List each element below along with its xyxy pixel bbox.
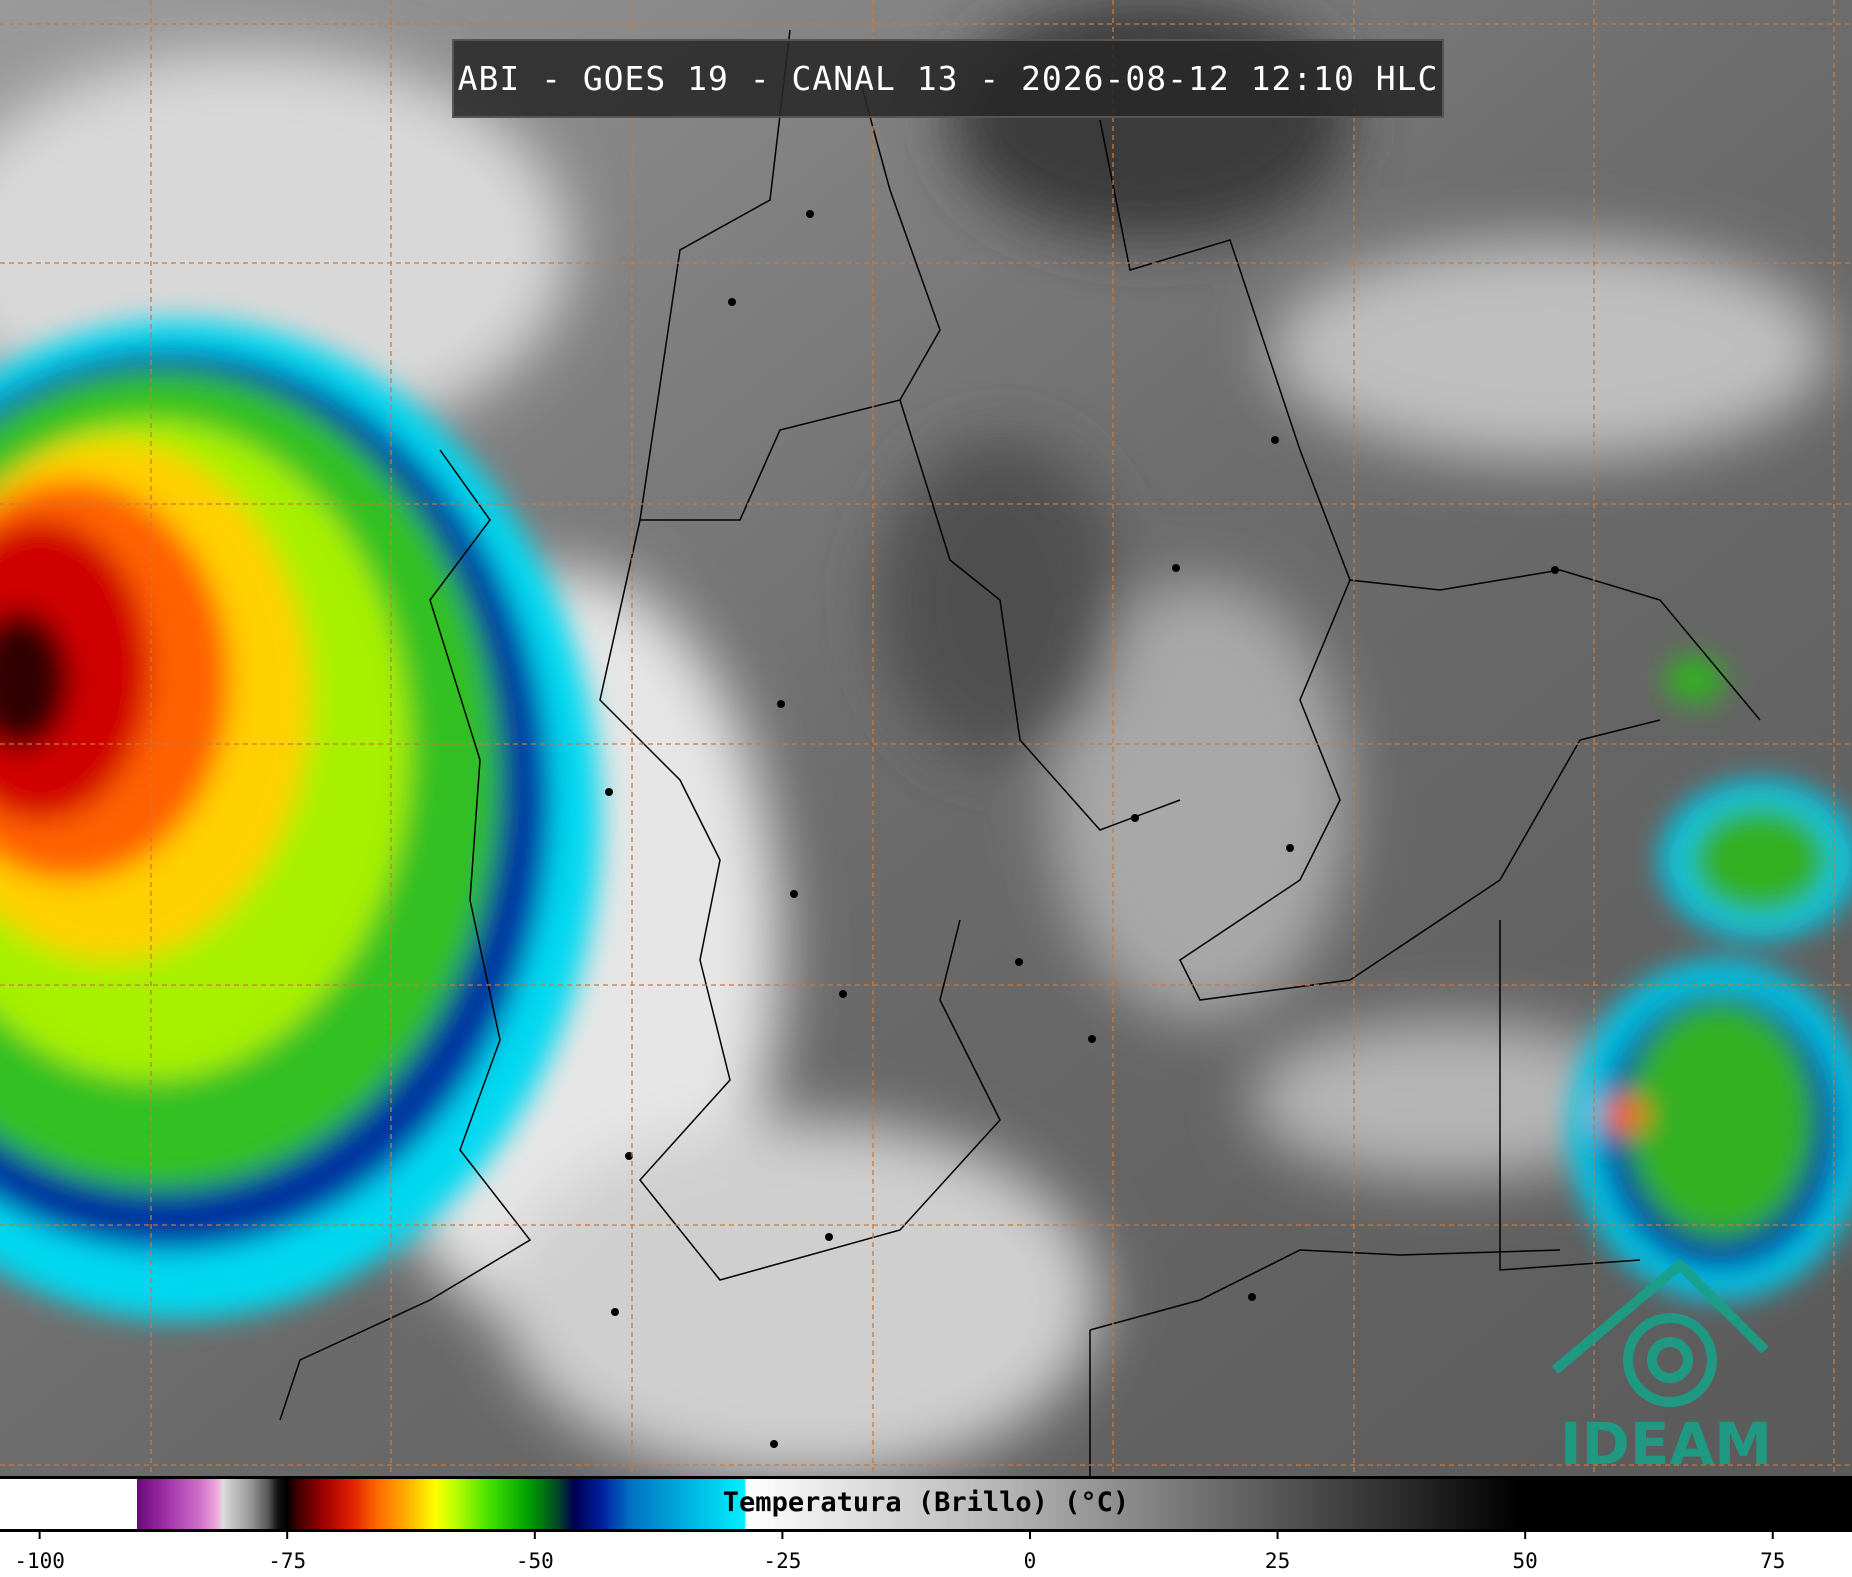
colorbar-label: Temperatura (Brillo) (°C) — [722, 1487, 1130, 1518]
satellite-map — [0, 0, 1852, 1476]
cities — [605, 210, 1559, 1448]
storm-west — [0, 320, 600, 1320]
storm-east — [1570, 655, 1852, 1300]
tick-label: 25 — [1265, 1549, 1290, 1573]
tick-label: -100 — [14, 1549, 65, 1573]
graticule — [0, 0, 1852, 1476]
colorbar — [0, 1476, 1852, 1532]
tick-label: -50 — [516, 1549, 554, 1573]
logo: IDEAM — [1560, 1410, 1772, 1478]
tick-label: -75 — [268, 1549, 306, 1573]
title: ABI - GOES 19 - CANAL 13 - 2026-08-12 12… — [452, 39, 1444, 118]
logo-icon — [1551, 1258, 1769, 1407]
tick-label: -25 — [763, 1549, 801, 1573]
borders — [279, 29, 1761, 1476]
tick-label: 0 — [1024, 1549, 1037, 1573]
tick-label: 50 — [1513, 1549, 1538, 1573]
colorbar-axis: -100 -75 -50 -25 0 25 50 75 — [14, 1529, 1785, 1573]
tick-label: 75 — [1760, 1549, 1785, 1573]
